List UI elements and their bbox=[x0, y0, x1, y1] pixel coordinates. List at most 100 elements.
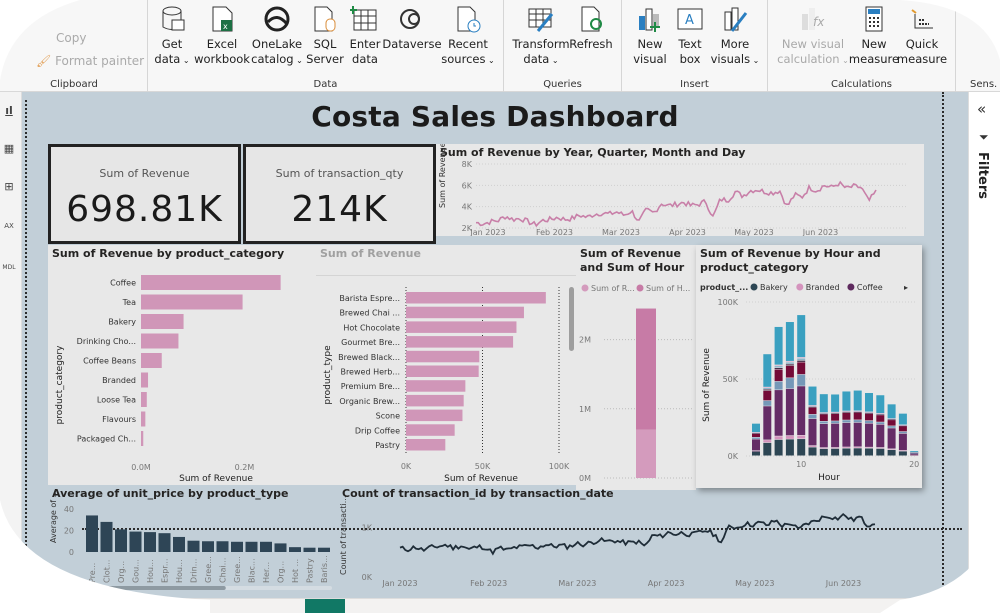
text-box-button[interactable]: A Text box bbox=[654, 4, 726, 67]
stacked-bar-segment bbox=[797, 386, 806, 436]
vertical-scrollbar[interactable] bbox=[569, 287, 574, 351]
button-label: calculation ⌄ bbox=[777, 52, 849, 66]
button-label: Quick bbox=[905, 37, 939, 51]
new-visual-calculation-button[interactable]: fx New visual calculation ⌄ bbox=[777, 4, 849, 68]
stacked-bar-segment bbox=[865, 420, 873, 424]
bar bbox=[406, 394, 464, 407]
x-tick-label: Jun 2023 bbox=[802, 228, 838, 236]
more-visuals-button[interactable]: More visuals ⌄ bbox=[699, 4, 771, 68]
bar bbox=[141, 431, 144, 446]
filters-label[interactable]: Filters bbox=[975, 152, 990, 199]
visual-title: Sum of Revenue and Sum of Hour bbox=[580, 247, 685, 274]
stacked-bar-segment bbox=[797, 357, 806, 359]
x-tick-label: Drin... bbox=[190, 559, 199, 583]
revenue-and-hour-visual[interactable]: Sum of Revenue and Sum of Hour Sum of R.… bbox=[576, 245, 696, 490]
bar bbox=[141, 392, 147, 407]
stacked-bar-segment bbox=[842, 391, 851, 411]
stacked-bar-segment bbox=[785, 361, 794, 362]
svg-text:A: A bbox=[685, 13, 694, 28]
group-label-data: Data bbox=[313, 79, 338, 90]
text-box-icon: A bbox=[677, 8, 703, 30]
y-tick-label: 40 bbox=[64, 505, 74, 514]
bar bbox=[141, 353, 162, 368]
model-view-icon[interactable]: ⊞ bbox=[4, 180, 14, 193]
x-tick-label: Org... bbox=[277, 561, 286, 583]
filter-icon: ⏷ bbox=[979, 130, 989, 144]
refresh-button[interactable]: Refresh bbox=[555, 4, 627, 52]
dataverse-button[interactable]: Dataverse bbox=[376, 4, 448, 52]
bar bbox=[406, 380, 466, 392]
dax-query-icon[interactable]: AX bbox=[4, 222, 14, 230]
transform-data-button[interactable]: Transform data ⌄ bbox=[505, 4, 577, 68]
y-axis-title: Average of ... bbox=[49, 490, 58, 543]
stacked-bar-segment bbox=[842, 448, 851, 456]
quick-measure-button[interactable]: Quick measure bbox=[886, 4, 958, 67]
transactions-by-date-visual[interactable]: Count of transaction_id by transaction_d… bbox=[338, 485, 928, 595]
button-label: catalog ⌄ bbox=[251, 52, 303, 66]
avg-unit-price-chart: Average of ... 0 20 40 Pre... Clot... Org... Go… bbox=[49, 490, 332, 590]
tmdl-view-icon[interactable]: MDL bbox=[2, 264, 16, 271]
category-label: Drip Coffee bbox=[355, 426, 400, 435]
get-data-button[interactable]: Get data ⌄ bbox=[136, 4, 208, 68]
stacked-bar-segment bbox=[785, 435, 794, 439]
legend-title: product_... bbox=[700, 283, 748, 292]
x-tick-label: Apr 2023 bbox=[648, 579, 685, 588]
y-tick-label: 6K bbox=[462, 181, 473, 190]
bar bbox=[216, 541, 229, 552]
revenue-by-hour-category-visual[interactable]: Sum of Revenue by Hour and product_categ… bbox=[696, 245, 922, 488]
button-label: data ⌄ bbox=[523, 52, 559, 66]
legend-label: Coffee bbox=[857, 283, 883, 292]
stacked-bar-segment bbox=[774, 326, 783, 365]
new-visual-icon bbox=[639, 8, 660, 32]
bar bbox=[245, 541, 258, 552]
category-label: Barista Espre... bbox=[339, 294, 400, 303]
new-measure-button[interactable]: New measure bbox=[838, 4, 910, 67]
onelake-catalog-button[interactable]: OneLake catalog ⌄ bbox=[241, 4, 313, 68]
stacked-bar-segment bbox=[797, 362, 806, 375]
stacked-bar-segment bbox=[898, 450, 907, 452]
table-view-icon[interactable]: ▦ bbox=[3, 142, 15, 155]
chevron-down-icon: ⌄ bbox=[485, 56, 495, 65]
format-painter-button[interactable]: 🖌 Format painter bbox=[36, 54, 144, 68]
stacked-bar-segment bbox=[785, 364, 794, 366]
x-tick-label: 100K bbox=[549, 462, 570, 471]
collapse-filters-icon[interactable]: « bbox=[977, 100, 987, 118]
bar bbox=[406, 439, 446, 451]
revenue-line bbox=[475, 180, 877, 228]
revenue-by-product-type-visual[interactable]: Sum of Revenue 0K 50K 100K Barista Espre...… bbox=[316, 245, 576, 485]
format-painter-label: Format painter bbox=[55, 54, 145, 68]
page-tab-active[interactable] bbox=[305, 599, 345, 613]
stacked-bar-segment bbox=[831, 413, 840, 414]
excel-workbook-button[interactable]: x Excel workbook bbox=[186, 4, 258, 67]
revenue-by-product-type-chart: 0K 50K 100K Barista Espre... Brewed Chai ...… bbox=[323, 287, 570, 484]
sql-server-button[interactable]: SQL Server bbox=[289, 4, 361, 67]
new-visual-button[interactable]: New visual bbox=[614, 4, 686, 67]
stacked-bar-segment bbox=[819, 423, 828, 448]
kpi-card-revenue[interactable]: Sum of Revenue 698.81K bbox=[48, 144, 241, 244]
x-tick-label: Pre... bbox=[88, 563, 97, 583]
button-label: Get bbox=[161, 37, 183, 51]
stacked-bar-segment bbox=[808, 407, 817, 415]
revenue-by-category-visual[interactable]: Sum of Revenue by product_category Coffe… bbox=[48, 245, 316, 485]
revenue-by-date-visual[interactable]: Sum of Revenue by Year, Quarter, Month a… bbox=[436, 144, 924, 236]
category-label: Brewed Herb... bbox=[340, 368, 400, 377]
ribbon-group-sensitivity: Sens. bbox=[956, 0, 1000, 92]
y-tick-label: 1M bbox=[579, 405, 591, 414]
stacked-bar-segment bbox=[774, 436, 783, 440]
stacked-bar-segment bbox=[752, 437, 760, 439]
button-label: Text bbox=[678, 37, 702, 51]
svg-text:x: x bbox=[223, 22, 228, 31]
visual-title: Average of unit_price by product_type bbox=[52, 487, 289, 500]
canvas-border-bottom bbox=[82, 528, 962, 530]
copy-button[interactable]: Copy bbox=[56, 31, 86, 45]
y-tick-label: 2M bbox=[579, 336, 591, 345]
enter-data-button[interactable]: Enter data bbox=[329, 4, 401, 67]
canvas-border-left bbox=[25, 100, 27, 570]
stacked-bar-segment bbox=[898, 433, 907, 451]
legend-label: Branded bbox=[806, 283, 840, 292]
recent-sources-button[interactable]: Recent sources ⌄ bbox=[432, 4, 504, 68]
kpi-card-transaction-qty[interactable]: Sum of transaction_qty 214K bbox=[243, 144, 436, 244]
avg-unit-price-visual[interactable]: Average of unit_price by product_type Av… bbox=[48, 485, 338, 595]
report-view-icon[interactable]: ıl bbox=[5, 104, 13, 117]
stacked-bar-segment bbox=[853, 412, 862, 420]
